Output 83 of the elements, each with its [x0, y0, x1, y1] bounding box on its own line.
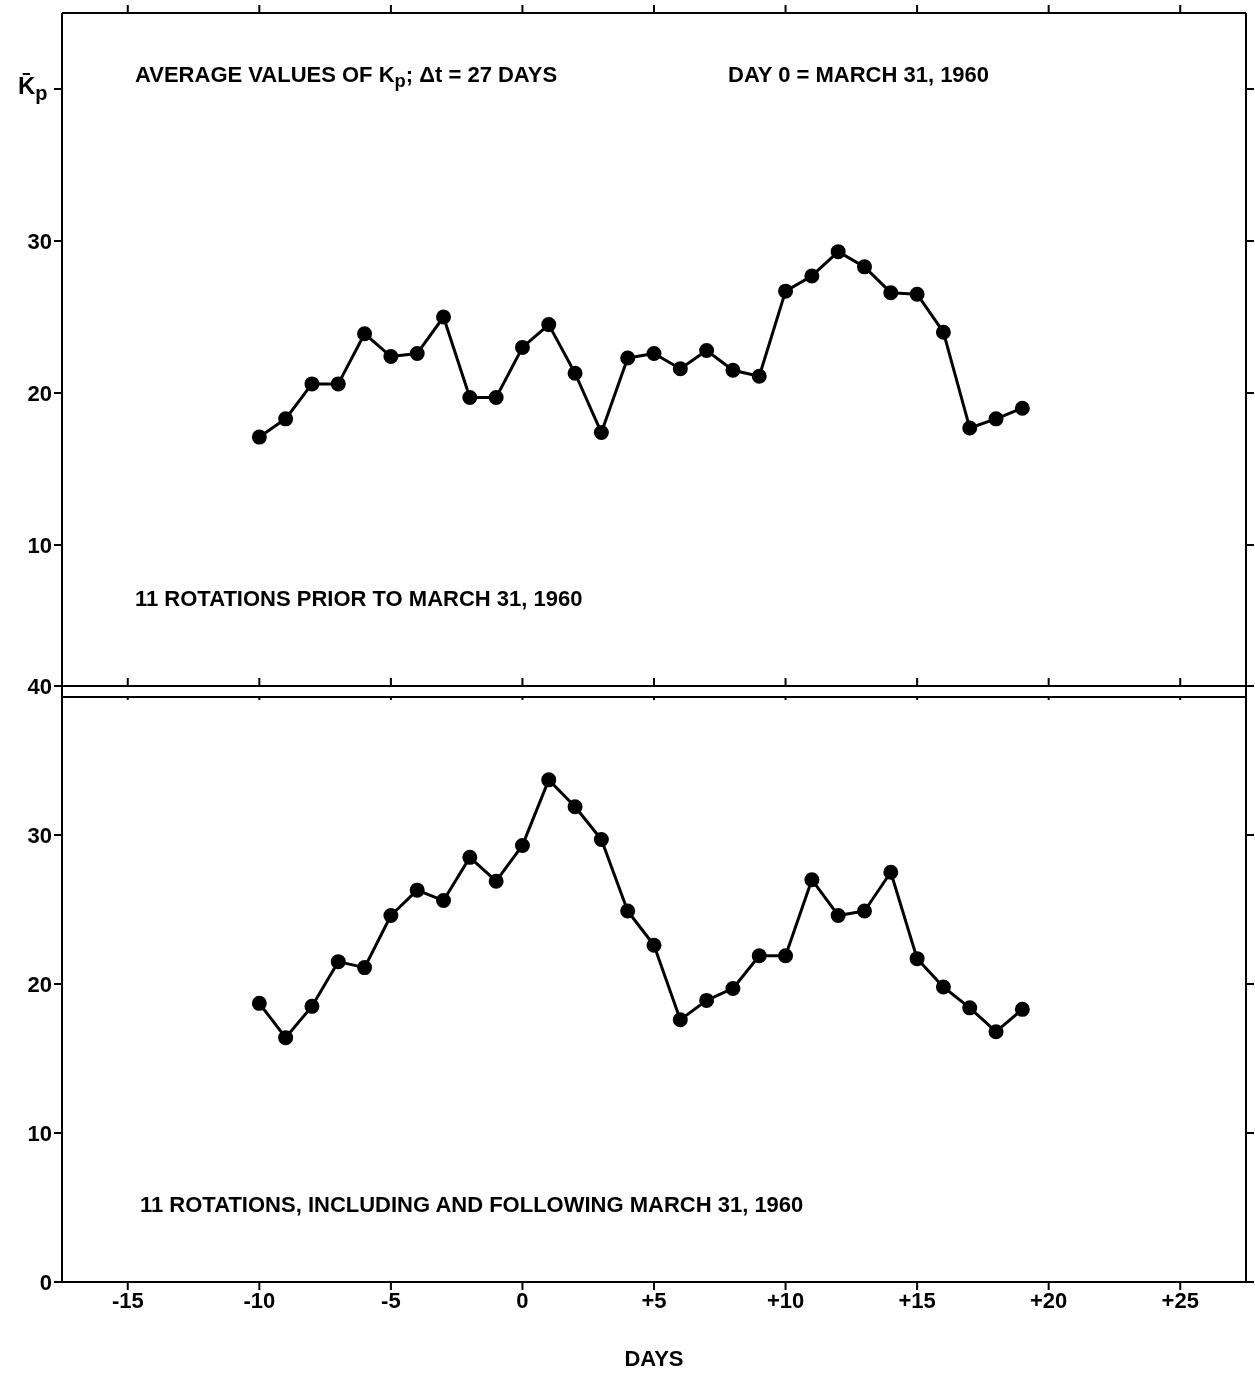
- point: [409, 882, 425, 898]
- point: [962, 1000, 978, 1016]
- y-tick-label: 40: [27, 673, 52, 699]
- point: [409, 345, 425, 361]
- x-tick-label: +15: [898, 1287, 936, 1313]
- point: [383, 907, 399, 923]
- point: [541, 772, 557, 788]
- point: [488, 390, 504, 406]
- point: [856, 903, 872, 919]
- text: AVERAGE VALUES OF K$_{p}$; Δt = 27 DAYS: [135, 62, 558, 93]
- point: [988, 1024, 1004, 1040]
- point: [357, 326, 373, 342]
- point: [804, 268, 820, 284]
- point: [436, 309, 452, 325]
- x-tick-label: +10: [766, 1287, 805, 1313]
- point: [725, 362, 741, 378]
- point: [699, 992, 715, 1008]
- point: [383, 349, 399, 365]
- point: [935, 979, 951, 995]
- point: [436, 893, 452, 909]
- annotation: DAY 0 = MARCH 31, 1960: [728, 62, 990, 88]
- point: [909, 951, 925, 967]
- point: [567, 365, 583, 381]
- y-tick-label: 10: [27, 532, 52, 558]
- point: [751, 948, 767, 964]
- y-tick-label: 20: [27, 971, 52, 997]
- point: [856, 259, 872, 275]
- point: [251, 995, 267, 1011]
- x-tick-label: -5: [381, 1287, 401, 1313]
- point: [909, 286, 925, 302]
- annotation: 11 ROTATIONS PRIOR TO MARCH 31, 1960: [135, 586, 583, 612]
- point: [330, 376, 346, 392]
- point: [593, 425, 609, 441]
- point: [778, 948, 794, 964]
- point: [883, 285, 899, 301]
- y-tick-label: 0: [39, 1269, 52, 1295]
- point: [830, 907, 846, 923]
- point: [935, 324, 951, 340]
- point: [672, 1012, 688, 1028]
- y-tick-label: 10: [27, 1120, 52, 1146]
- annotation: 11 ROTATIONS, INCLUDING AND FOLLOWING MARCH 31, 1960: [140, 1192, 804, 1218]
- point: [1014, 1001, 1030, 1017]
- point: [488, 873, 504, 889]
- point: [462, 390, 478, 406]
- x-tick-label: +25: [1161, 1287, 1199, 1313]
- point: [725, 980, 741, 996]
- point: [620, 903, 636, 919]
- point: [541, 317, 557, 333]
- point: [778, 283, 794, 299]
- point: [672, 361, 688, 377]
- point: [514, 837, 530, 853]
- point: [251, 429, 267, 445]
- point: [988, 411, 1004, 427]
- point: [304, 998, 320, 1014]
- point: [1014, 400, 1030, 416]
- point: [830, 244, 846, 260]
- point: [278, 411, 294, 427]
- x-tick-label: +5: [641, 1287, 667, 1313]
- point: [646, 937, 662, 953]
- point: [514, 339, 530, 355]
- point: [567, 799, 583, 815]
- x-tick-label: -15: [111, 1287, 144, 1313]
- y-axis-title: K̄$_{p}$: [18, 72, 48, 105]
- point: [304, 376, 320, 392]
- x-tick-label: 0: [516, 1287, 529, 1313]
- point: [751, 368, 767, 384]
- point: [593, 831, 609, 847]
- point: [962, 420, 978, 436]
- x-tick-label: +20: [1030, 1287, 1068, 1313]
- point: [278, 1030, 294, 1046]
- y-tick-label: 30: [27, 228, 52, 254]
- y-tick-label: 20: [27, 380, 52, 406]
- point: [462, 849, 478, 865]
- x-tick-label: -10: [243, 1287, 276, 1313]
- point: [699, 342, 715, 358]
- point: [646, 345, 662, 361]
- x-axis-title: DAYS: [624, 1346, 684, 1371]
- point: [620, 350, 636, 366]
- point: [330, 954, 346, 970]
- point: [883, 864, 899, 880]
- point: [357, 960, 373, 976]
- point: [804, 872, 820, 888]
- y-tick-label: 30: [27, 822, 52, 848]
